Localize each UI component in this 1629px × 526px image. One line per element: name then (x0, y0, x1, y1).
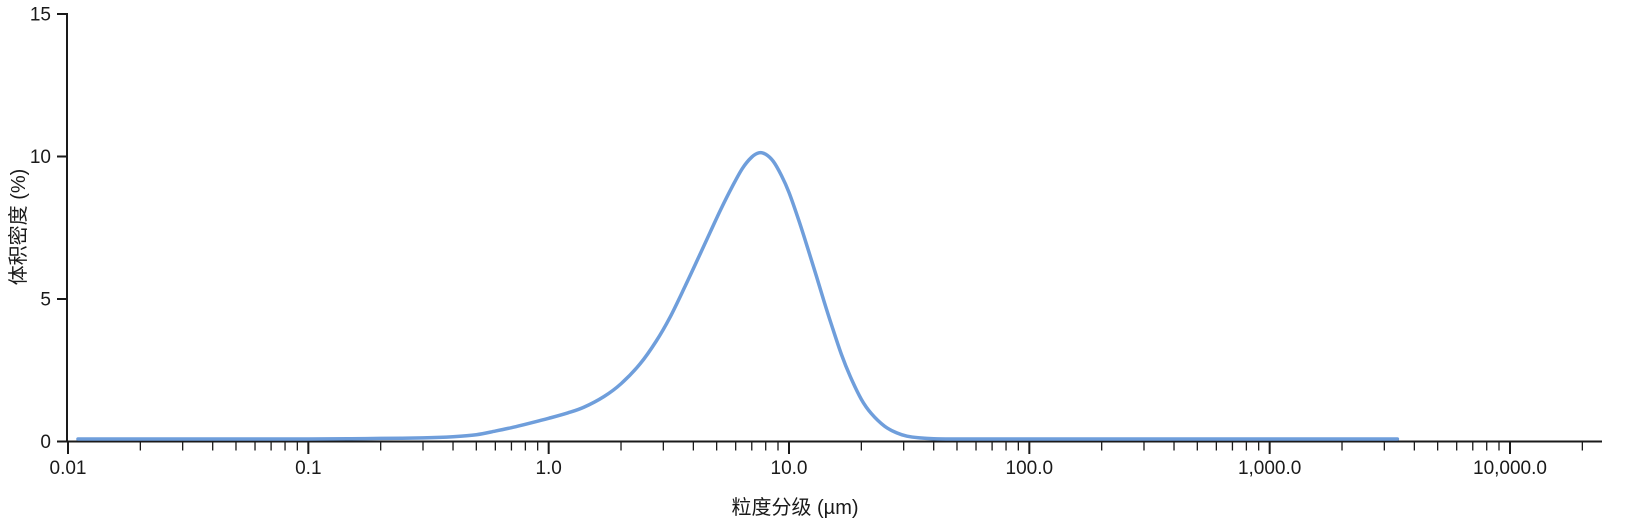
svg-text:15: 15 (30, 5, 51, 26)
svg-text:10,000.0: 10,000.0 (1473, 458, 1547, 479)
svg-text:5: 5 (40, 290, 51, 311)
x-axis-title: 粒度分级 (µm) (731, 497, 859, 519)
svg-text:1,000.0: 1,000.0 (1238, 458, 1301, 479)
svg-text:0.01: 0.01 (50, 458, 87, 479)
axes (64, 13, 1602, 443)
x-minor-ticks (139, 442, 1583, 451)
y-axis-title: 体积密度 (%) (8, 168, 30, 286)
svg-text:0: 0 (40, 432, 51, 453)
x-major-ticks (67, 442, 1511, 454)
svg-text:0.1: 0.1 (295, 458, 321, 479)
x-tick-labels: 0.01 0.1 1.0 10.0 100.0 1,000.0 10,000.0 (50, 458, 1547, 479)
y-ticks (57, 13, 66, 443)
svg-text:100.0: 100.0 (1006, 458, 1054, 479)
svg-text:10.0: 10.0 (771, 458, 808, 479)
y-tick-labels: 0 5 10 15 (30, 5, 51, 454)
volume-density-curve (76, 150, 1400, 441)
svg-text:10: 10 (30, 147, 51, 168)
svg-text:1.0: 1.0 (535, 458, 561, 479)
